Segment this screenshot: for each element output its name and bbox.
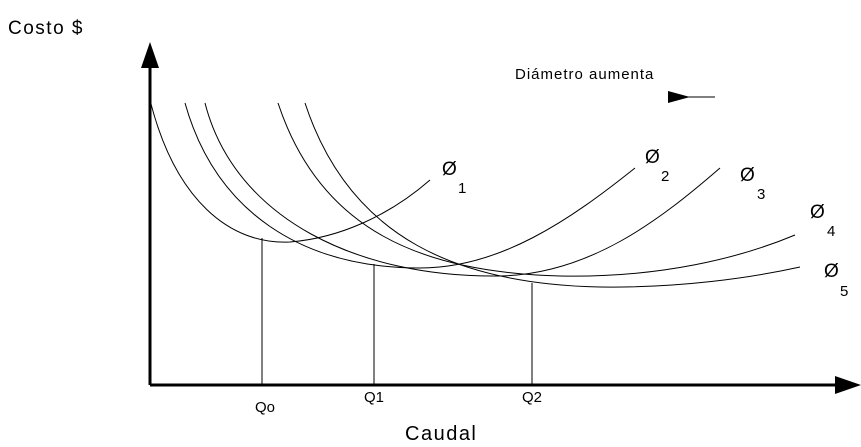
curve	[184, 102, 636, 269]
x-mark-label: Q2	[522, 389, 542, 406]
curve-symbol: Ø	[740, 165, 755, 186]
curve	[304, 102, 801, 288]
curve-subscript: 4	[827, 223, 835, 240]
curve-symbol: Ø	[645, 147, 660, 168]
curve-symbol: Ø	[824, 261, 839, 282]
y-axis-label: Costo $	[8, 18, 84, 39]
curve	[149, 99, 431, 243]
annotation-arrowhead	[668, 91, 690, 103]
x-axis-label: Caudal	[405, 423, 477, 445]
curve-symbol: Ø	[442, 159, 457, 180]
x-axis-arrow	[835, 376, 861, 394]
y-axis-arrow	[141, 42, 159, 68]
curve-subscript: 5	[840, 283, 848, 300]
x-mark-label: Qo	[255, 399, 275, 416]
curve-symbol: Ø	[810, 202, 825, 223]
curve	[204, 102, 721, 277]
curve	[277, 102, 796, 277]
curve-subscript: 2	[661, 168, 669, 185]
curve-subscript: 3	[757, 186, 765, 203]
annotation: Diámetro aumenta	[515, 66, 654, 83]
x-mark-label: Q1	[364, 389, 384, 406]
curve-subscript: 1	[458, 180, 466, 197]
